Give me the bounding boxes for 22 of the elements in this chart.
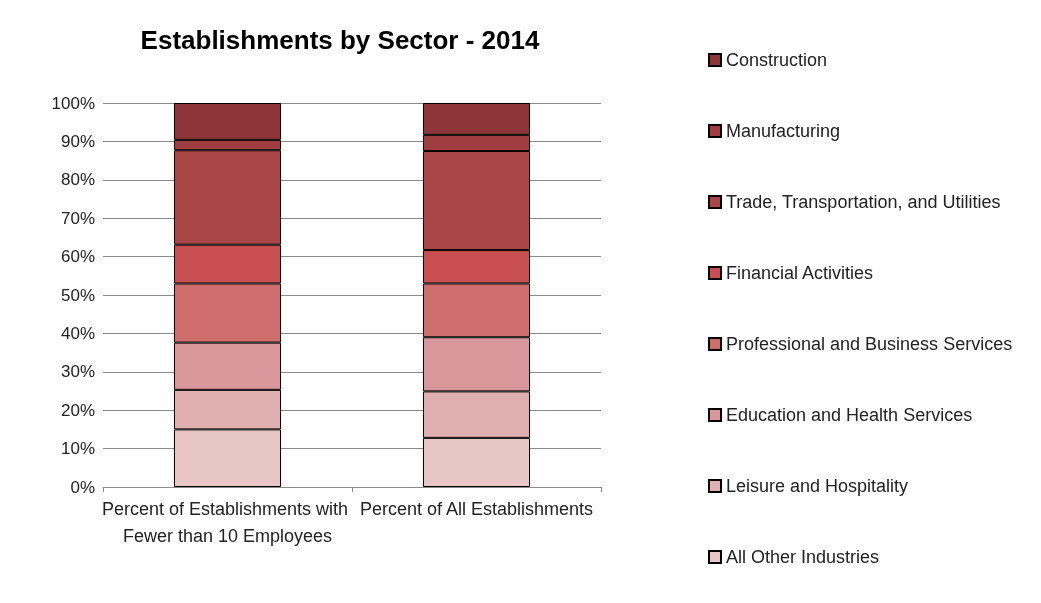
y-tick-label: 90% [60, 131, 95, 151]
y-tick-label: 80% [60, 170, 95, 190]
legend-label: Education and Health Services [726, 405, 973, 425]
y-tick-label: 50% [60, 285, 95, 305]
y-tick-label: 100% [51, 93, 95, 113]
y-tick-label: 20% [60, 400, 95, 420]
y-tick-label: 0% [70, 477, 95, 497]
y-tick-label: 70% [60, 208, 95, 228]
x-tick-label: Percent of All Establishments [359, 498, 594, 519]
legend-label: Professional and Business Services [726, 334, 1013, 354]
y-tick-label: 30% [60, 362, 95, 382]
legend-label: Financial Activities [726, 263, 874, 283]
legend-label: Construction [726, 50, 828, 70]
y-tick-label: 40% [60, 323, 95, 343]
y-tick-label: 10% [60, 439, 95, 459]
legend-label: Manufacturing [726, 121, 841, 141]
legend-label: Leisure and Hospitality [726, 476, 909, 496]
legend-label: All Other Industries [726, 547, 880, 567]
legend-label: Trade, Transportation, and Utilities [726, 192, 1001, 212]
y-tick-label: 60% [60, 247, 95, 267]
x-tick-label: Percent of Establishments with Fewer than 10 Employees [101, 498, 354, 546]
chart-title: Establishments by Sector - 2014 [140, 25, 540, 55]
